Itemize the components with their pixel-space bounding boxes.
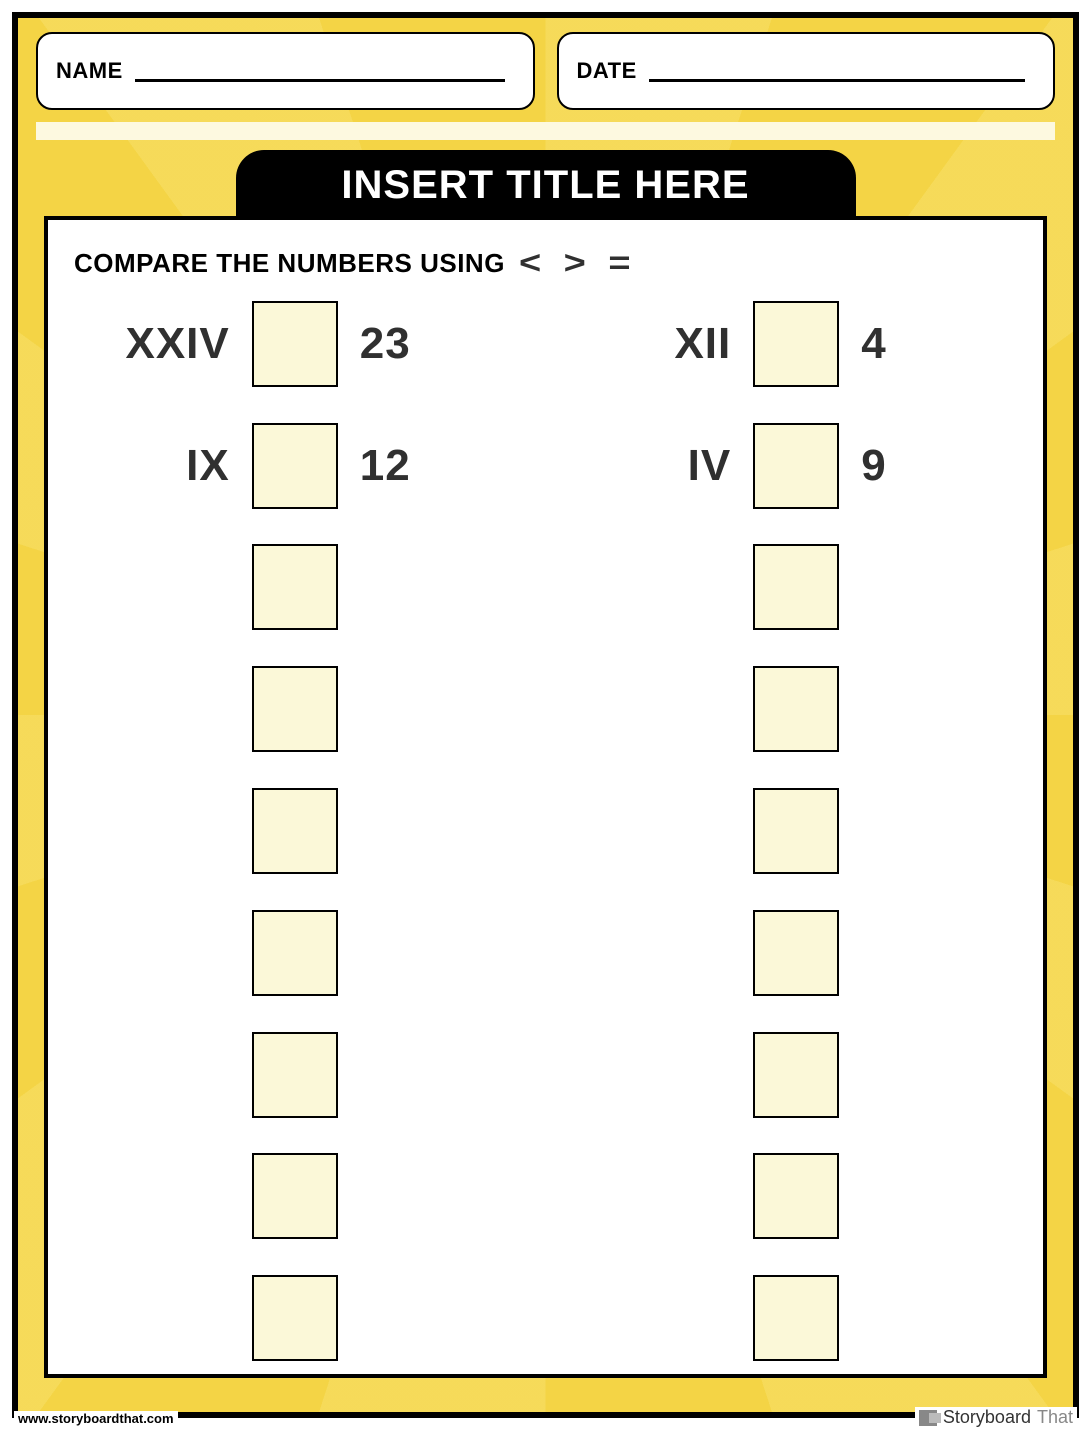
answer-box[interactable] bbox=[753, 544, 839, 630]
problem-row bbox=[576, 663, 1018, 755]
problem-row bbox=[74, 1272, 516, 1364]
instruction: COMPARE THE NUMBERS USING < > = bbox=[74, 242, 1017, 285]
problem-row: IV 9 bbox=[576, 420, 1018, 512]
left-value: XXIV bbox=[90, 319, 230, 369]
title-tab: INSERT TITLE HERE bbox=[236, 150, 856, 220]
answer-box[interactable] bbox=[753, 1153, 839, 1239]
date-label: DATE bbox=[577, 58, 637, 84]
answer-box[interactable] bbox=[252, 1275, 338, 1361]
answer-box[interactable] bbox=[753, 666, 839, 752]
main-panel: COMPARE THE NUMBERS USING < > = XXIV 23 IX… bbox=[44, 216, 1047, 1378]
problem-row: XXIV 23 bbox=[74, 298, 516, 390]
header-row: NAME DATE bbox=[36, 32, 1055, 110]
chat-icon bbox=[919, 1410, 937, 1426]
name-line bbox=[135, 79, 505, 82]
problem-row bbox=[74, 785, 516, 877]
problem-row bbox=[74, 907, 516, 999]
problem-row bbox=[74, 542, 516, 634]
answer-box[interactable] bbox=[753, 788, 839, 874]
answer-box[interactable] bbox=[252, 423, 338, 509]
answer-box[interactable] bbox=[753, 301, 839, 387]
page-title: INSERT TITLE HERE bbox=[341, 163, 749, 208]
problem-row bbox=[576, 1029, 1018, 1121]
answer-box[interactable] bbox=[252, 666, 338, 752]
footer-brand: Storyboard That bbox=[915, 1407, 1077, 1428]
left-value: IV bbox=[591, 441, 731, 491]
problems-grid: XXIV 23 IX 12 XII 4 IV 9 bbox=[74, 298, 1017, 1364]
answer-box[interactable] bbox=[252, 910, 338, 996]
problem-row bbox=[74, 1150, 516, 1242]
problems-col-right: XII 4 IV 9 bbox=[576, 298, 1018, 1364]
answer-box[interactable] bbox=[753, 1032, 839, 1118]
name-field[interactable]: NAME bbox=[36, 32, 535, 110]
name-label: NAME bbox=[56, 58, 123, 84]
answer-box[interactable] bbox=[753, 1275, 839, 1361]
worksheet-page: NAME DATE INSERT TITLE HERE COMPARE THE … bbox=[12, 12, 1079, 1418]
answer-box[interactable] bbox=[252, 788, 338, 874]
problem-row: IX 12 bbox=[74, 420, 516, 512]
operators: < > = bbox=[519, 245, 637, 282]
left-value: XII bbox=[591, 319, 731, 369]
separator-bar bbox=[36, 122, 1055, 140]
instruction-text: COMPARE THE NUMBERS USING bbox=[74, 248, 505, 279]
answer-box[interactable] bbox=[252, 301, 338, 387]
brand-b: That bbox=[1037, 1407, 1073, 1428]
answer-box[interactable] bbox=[252, 544, 338, 630]
problem-row bbox=[74, 663, 516, 755]
answer-box[interactable] bbox=[252, 1032, 338, 1118]
brand-a: Storyboard bbox=[943, 1407, 1031, 1428]
problem-row bbox=[576, 1150, 1018, 1242]
problem-row bbox=[576, 907, 1018, 999]
problem-row: XII 4 bbox=[576, 298, 1018, 390]
problem-row bbox=[576, 542, 1018, 634]
left-value: IX bbox=[90, 441, 230, 491]
answer-box[interactable] bbox=[753, 910, 839, 996]
problem-row bbox=[576, 1272, 1018, 1364]
date-line bbox=[649, 79, 1025, 82]
yellow-frame: NAME DATE INSERT TITLE HERE COMPARE THE … bbox=[18, 18, 1073, 1412]
answer-box[interactable] bbox=[252, 1153, 338, 1239]
right-value: 9 bbox=[861, 441, 1001, 491]
right-value: 4 bbox=[861, 319, 1001, 369]
problems-col-left: XXIV 23 IX 12 bbox=[74, 298, 516, 1364]
problem-row bbox=[74, 1029, 516, 1121]
right-value: 23 bbox=[360, 319, 500, 369]
right-value: 12 bbox=[360, 441, 500, 491]
problem-row bbox=[576, 785, 1018, 877]
answer-box[interactable] bbox=[753, 423, 839, 509]
footer-url: www.storyboardthat.com bbox=[14, 1411, 178, 1426]
date-field[interactable]: DATE bbox=[557, 32, 1056, 110]
